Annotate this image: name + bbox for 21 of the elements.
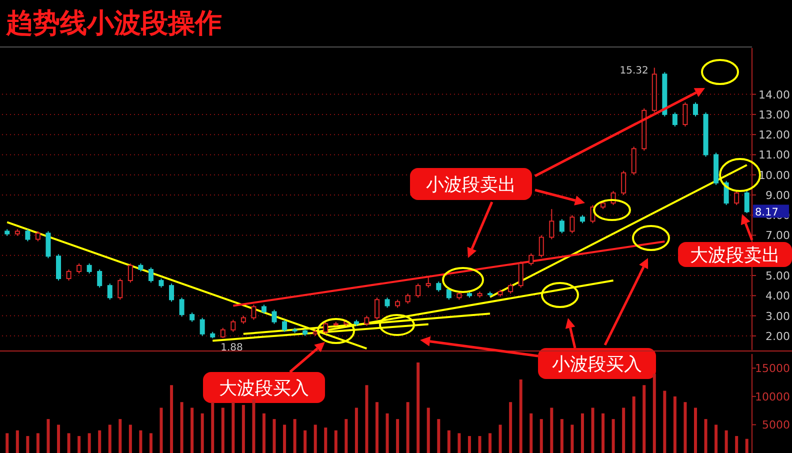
annotation: 8.17 (755, 206, 778, 219)
annotation: 1.88 (220, 342, 243, 354)
title: 趋势线小波段操作 (6, 8, 222, 39)
ytick: 5.00 (766, 270, 790, 282)
ytick: 11.00 (758, 148, 790, 162)
annotation: 大波段卖出 (690, 245, 780, 266)
ytick: 5000 (762, 418, 790, 432)
ytick: 7.00 (766, 229, 790, 242)
annotation: 15.32 (620, 66, 648, 77)
annotation: 小波段买入 (552, 354, 642, 375)
ytick: 3.00 (766, 310, 790, 323)
ytick: 2.00 (766, 330, 790, 343)
ytick: 14.00 (758, 88, 790, 102)
ytick: 12.00 (758, 128, 790, 142)
ytick: 9.00 (766, 188, 790, 202)
annotation: 大波段买入 (219, 378, 309, 399)
annotation: 小波段卖出 (426, 174, 516, 196)
ytick: 13.00 (758, 108, 790, 122)
ytick: 4.00 (766, 290, 790, 303)
ytick: 15000 (755, 362, 790, 376)
ytick: 10000 (755, 390, 790, 404)
